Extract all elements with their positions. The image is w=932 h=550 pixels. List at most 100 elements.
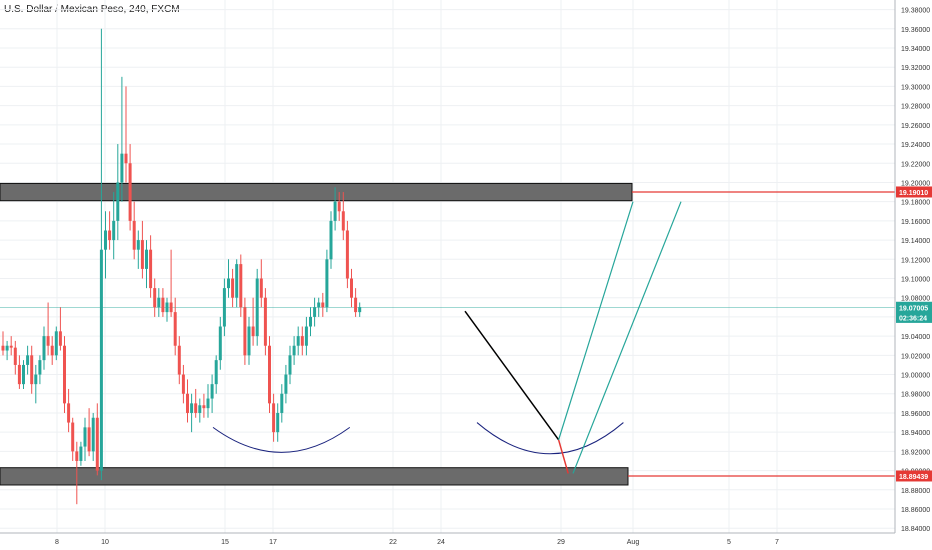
candle-body [42, 336, 46, 361]
y-tick-label: 19.16000 [901, 219, 930, 226]
candle-body [50, 345, 54, 356]
candle-body [116, 182, 120, 221]
y-tick-label: 18.96000 [901, 411, 930, 418]
y-tick-label: 19.02000 [901, 353, 930, 360]
projection-line-final[interactable] [557, 439, 569, 474]
projection-channel-line[interactable] [558, 201, 634, 441]
price-label-text: 19.19010 [899, 190, 928, 197]
grid [0, 0, 895, 533]
candle-body [181, 374, 185, 394]
candle-body [13, 347, 17, 365]
price-labels: 19.19010 19.07005 02:36:24 18.89439 [896, 186, 932, 482]
y-tick-label: 19.36000 [901, 27, 930, 34]
candle-body [296, 336, 300, 346]
candle-body [91, 417, 95, 452]
y-tick-label: 19.00000 [901, 373, 930, 380]
candle-body [300, 336, 304, 346]
candle-body [202, 405, 206, 409]
y-tick-label: 19.26000 [901, 123, 930, 130]
candle-body [5, 345, 9, 351]
x-tick-label: 7 [775, 539, 779, 546]
candle-body [247, 326, 251, 356]
y-tick-label: 19.28000 [901, 104, 930, 111]
candle-body [350, 278, 353, 298]
candle-body [321, 302, 325, 308]
candle-body [112, 220, 116, 241]
candle-body [198, 405, 202, 413]
candle-body [165, 302, 169, 313]
candle-body [292, 345, 296, 356]
candle-body [30, 355, 34, 385]
candle-body [222, 288, 226, 327]
candle-body [9, 345, 13, 348]
projection-line-down[interactable] [464, 310, 560, 441]
y-tick-label: 19.14000 [901, 238, 930, 245]
candle-body [120, 153, 124, 183]
drawings [212, 201, 682, 474]
candle-body [38, 360, 42, 375]
candle-body [54, 331, 58, 356]
candle-body [71, 422, 75, 452]
candle-body [186, 393, 189, 413]
candle-body [337, 201, 341, 212]
candle-body [259, 278, 263, 298]
candle-body [239, 264, 243, 308]
candle-body [157, 297, 161, 308]
candle-body [313, 307, 317, 317]
y-tick-label: 19.22000 [901, 161, 930, 168]
y-tick-label: 18.92000 [901, 449, 930, 456]
candle-body [46, 336, 50, 346]
candle-body [87, 427, 91, 452]
y-tick-label: 19.08000 [901, 296, 930, 303]
y-tick-label: 18.98000 [901, 392, 930, 399]
candle-body [108, 230, 112, 241]
y-tick-label: 19.12000 [901, 257, 930, 264]
candle-body [177, 345, 181, 375]
x-tick-label: 8 [55, 539, 59, 546]
y-tick-label: 19.38000 [901, 8, 930, 15]
support-zone[interactable] [0, 467, 629, 486]
candle-body [329, 220, 333, 260]
candle-body [263, 297, 267, 346]
candle-body [1, 345, 5, 351]
candle-body [169, 302, 173, 313]
candle-body [218, 326, 222, 361]
x-tick-label: 29 [557, 539, 565, 546]
cup-arc[interactable] [212, 426, 351, 453]
candle-body [95, 417, 99, 471]
candle-body [58, 331, 62, 346]
candle-body [251, 326, 255, 337]
candle-body [104, 230, 107, 250]
price-label-text: 18.89439 [899, 474, 928, 481]
candle-body [83, 427, 87, 447]
candle-body [206, 398, 210, 409]
y-tick-label: 19.30000 [901, 84, 930, 91]
candle-body [304, 326, 308, 346]
x-tick-label: 5 [727, 539, 731, 546]
x-tick-label: Aug [627, 539, 640, 546]
candle-body [79, 446, 83, 461]
price-label-box [896, 470, 932, 482]
projection-channel-line[interactable] [572, 201, 682, 474]
candle-body [276, 412, 280, 433]
candle-body [194, 403, 198, 413]
price-label-box [896, 311, 932, 323]
candle-body [17, 364, 21, 385]
resistance-zone[interactable] [0, 182, 633, 202]
candle-body [358, 307, 362, 313]
price-label-box [896, 301, 932, 313]
candle-body [309, 316, 312, 327]
y-tick-label: 18.86000 [901, 507, 930, 514]
y-tick-label: 19.34000 [901, 46, 930, 53]
candle-body [75, 451, 79, 461]
y-tick-label: 19.24000 [901, 142, 930, 149]
y-tick-label: 19.32000 [901, 65, 930, 72]
candle-body [317, 302, 321, 308]
candle-body [210, 384, 214, 399]
y-tick-label: 19.20000 [901, 180, 930, 187]
cup-arc[interactable] [476, 422, 624, 455]
candle-body [161, 297, 165, 313]
candle-body [288, 355, 292, 375]
